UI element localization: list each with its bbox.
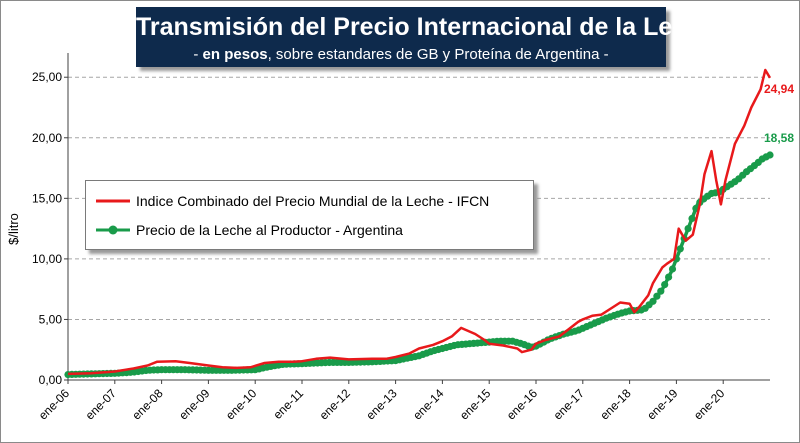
y-tick-label: 10,00 [32,252,62,266]
x-tick-label: ene-13 [363,386,400,423]
x-tick-label: ene-10 [223,386,260,423]
data-point-productor [653,292,661,300]
y-tick-label: 15,00 [32,191,62,205]
title-box: Transmisión del Precio Internacional de … [136,7,716,67]
chart-title: Transmisión del Precio Internacional de … [136,13,716,41]
x-tick-label: ene-07 [83,386,120,423]
data-point-productor [665,273,673,281]
y-tick-label: 25,00 [32,70,62,84]
data-point-productor [661,281,669,289]
x-tick-label: ene-15 [457,386,494,423]
data-point-productor [676,245,684,253]
legend-item-productor: Precio de la Leche al Productor - Argent… [94,219,403,241]
x-tick-label: ene-19 [644,386,681,423]
legend-swatch-ifcn [94,190,132,212]
end-value-productor: 18,58 [764,131,795,145]
y-tick-label: 5,00 [39,312,63,326]
data-point-productor [657,287,665,295]
x-axis-ticks: ene-06 ene-07 ene-08 ene-09 ene-10 ene-11 ene-… [36,380,728,423]
y-tick-label: 0,00 [39,373,63,387]
x-tick-label: ene-17 [551,386,588,423]
data-point-productor [688,214,696,223]
data-point-productor [766,151,774,159]
series-line-ifcn [67,68,772,376]
x-tick-label: ene-18 [597,386,634,423]
legend-label-productor: Precio de la Leche al Productor - Argent… [136,222,403,238]
data-point-productor [668,265,677,273]
chart-subtitle: - en pesos, sobre estandares de GB y Pro… [193,46,609,63]
y-tick-label: 20,00 [32,131,62,145]
y-axis-ticks: 0,00 5,00 10,00 15,00 20,00 25,00 [32,70,68,387]
x-tick-label: ene-16 [504,386,541,423]
legend-label-ifcn: Indice Combinado del Precio Mundial de l… [136,193,490,209]
legend-item-ifcn: Indice Combinado del Precio Mundial de l… [94,190,489,212]
x-tick-label: ene-09 [176,386,213,423]
legend: Indice Combinado del Precio Mundial de l… [85,180,534,250]
axes [67,53,770,381]
y-axis-label: $/litro [6,213,21,245]
x-tick-label: ene-20 [691,386,728,423]
subtitle-bold: en pesos [202,46,268,63]
x-tick-label: ene-14 [410,386,447,423]
legend-swatch-productor [94,219,132,241]
x-tick-label: ene-11 [270,386,306,422]
x-tick-label: ene-08 [129,386,166,423]
x-tick-label: ene-12 [317,386,354,423]
series-layer [64,68,774,379]
data-point-productor [649,297,657,305]
x-tick-label: ene-06 [36,386,73,423]
data-point-productor [684,225,692,233]
end-value-ifcn: 24,94 [764,82,795,96]
